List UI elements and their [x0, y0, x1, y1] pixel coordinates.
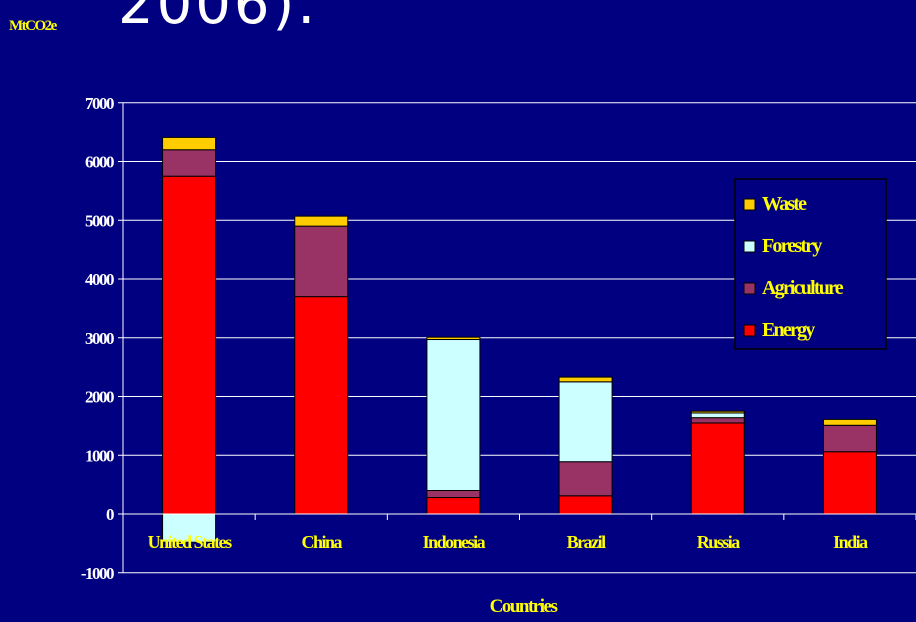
bar-segment-energy — [426, 497, 481, 515]
x-tick-label: Brazil — [567, 532, 606, 552]
bar-segment-waste — [690, 410, 745, 414]
bar-segment-waste — [822, 418, 877, 426]
legend-box — [734, 178, 887, 350]
bar-segment-waste — [558, 376, 613, 383]
legend: Waste Forestry Agriculture Energy — [734, 178, 887, 350]
bar-segment-energy — [690, 422, 745, 515]
legend-swatch-energy — [743, 324, 756, 337]
y-tick-label: 1000 — [85, 446, 114, 465]
bar-segment-energy — [294, 296, 349, 515]
x-tick-label: India — [833, 532, 868, 552]
bar-segment-agriculture — [558, 461, 613, 497]
y-tick-label: 2000 — [85, 388, 114, 407]
y-tick-label: 7000 — [85, 94, 114, 113]
legend-swatch-agriculture — [743, 282, 756, 295]
x-axis-title: Countries — [489, 596, 558, 617]
bar-segment-energy — [162, 175, 217, 515]
y-tick-label: 5000 — [85, 211, 114, 230]
y-axis-unit-label: MtCO2e — [9, 18, 57, 34]
bar-segment-agriculture — [690, 417, 745, 424]
bar-segment-forestry — [690, 412, 745, 419]
bar-segment-agriculture — [294, 225, 349, 298]
bar-segment-energy — [558, 495, 613, 515]
x-tick-label: Russia — [697, 532, 741, 552]
bars — [162, 136, 877, 543]
legend-swatch-forestry — [743, 240, 756, 253]
x-tick-label: United States — [148, 532, 232, 552]
legend-label-waste: Waste — [762, 193, 807, 215]
y-tick-label: 6000 — [85, 153, 114, 172]
legend-label-forestry: Forestry — [762, 235, 822, 257]
bar-segment-waste — [294, 215, 349, 227]
x-tick-label: Indonesia — [423, 532, 486, 552]
y-tick-label: 4000 — [85, 270, 114, 289]
y-tick-label: 3000 — [85, 329, 114, 348]
axes: -1000 0 1000 2000 3000 4000 5000 6000 7000 United… — [81, 94, 916, 583]
legend-swatch-waste — [743, 198, 756, 211]
bar-segment-forestry — [426, 339, 481, 492]
y-tick-label: 0 — [106, 505, 114, 524]
bar-segment-agriculture — [426, 490, 481, 499]
y-tick-label: -1000 — [81, 564, 114, 583]
x-tick-label: China — [301, 532, 342, 552]
bar-segment-agriculture — [822, 424, 877, 453]
bar-segment-waste — [162, 136, 217, 151]
legend-label-agriculture: Agriculture — [762, 277, 844, 299]
bar-segment-forestry — [162, 513, 217, 543]
bar-segment-energy — [822, 451, 877, 515]
title-fragment: 2006). — [118, 0, 319, 37]
bar-segment-forestry — [558, 381, 613, 463]
legend-label-energy: Energy — [762, 319, 815, 341]
bar-segment-agriculture — [162, 149, 217, 177]
bar-segment-waste — [426, 336, 481, 341]
